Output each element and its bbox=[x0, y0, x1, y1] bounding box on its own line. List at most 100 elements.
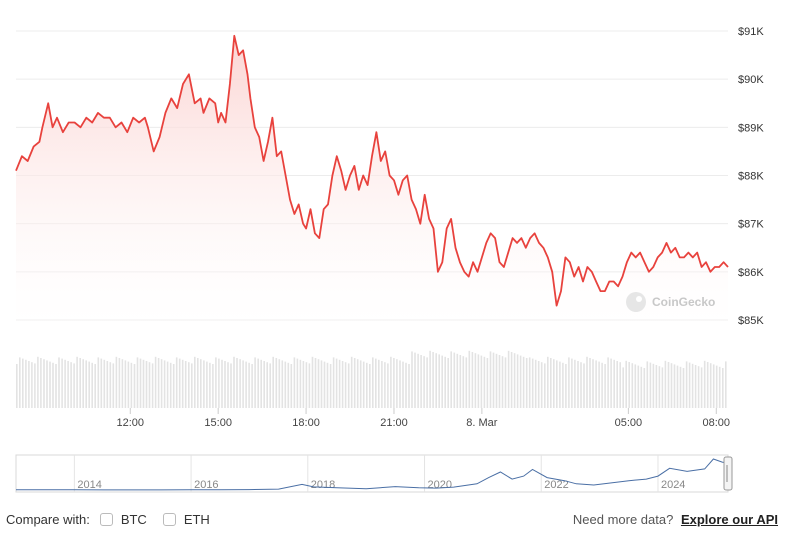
compare-with: Compare with: BTC ETH bbox=[6, 512, 226, 527]
range-navigator[interactable]: 2014 2016 2018 2020 2022 2024 bbox=[15, 454, 733, 493]
volume-bar bbox=[465, 357, 468, 408]
volume-bar bbox=[417, 353, 419, 408]
volume-bar bbox=[553, 359, 555, 408]
volume-bar bbox=[544, 363, 546, 408]
volume-bar bbox=[326, 362, 329, 408]
volume-bar bbox=[537, 361, 540, 408]
volume-bar bbox=[640, 366, 643, 408]
volume-bar bbox=[601, 362, 603, 408]
volume-bar bbox=[329, 364, 332, 408]
volume-bar bbox=[501, 356, 504, 408]
eth-checkbox[interactable] bbox=[162, 513, 176, 526]
compare-eth-option[interactable]: ETH bbox=[162, 512, 210, 527]
volume-bar bbox=[691, 363, 694, 408]
gecko-eye-icon bbox=[636, 296, 642, 302]
volume-bar bbox=[444, 356, 446, 408]
volume-bar bbox=[709, 363, 712, 408]
volume-bar bbox=[562, 362, 564, 408]
volume-bar bbox=[37, 356, 39, 408]
y-tick-label: $88K bbox=[738, 171, 764, 183]
price-chart[interactable]: $85K$86K$87K$88K$89K$90K$91K 12:00 15:00 1… bbox=[0, 0, 800, 510]
volume-bar bbox=[670, 363, 673, 408]
volume-bar bbox=[525, 358, 528, 408]
volume-bar bbox=[227, 362, 229, 408]
volume-bar bbox=[393, 358, 395, 408]
volume-bar bbox=[221, 359, 223, 408]
volume-bar bbox=[136, 357, 139, 408]
volume-bar bbox=[513, 353, 516, 408]
volume-bar bbox=[580, 362, 582, 408]
volume-bar bbox=[372, 357, 374, 408]
navigator-year-label: 2018 bbox=[311, 479, 335, 491]
volume-bar bbox=[91, 362, 93, 408]
volume-bar bbox=[73, 363, 75, 408]
volume-bar bbox=[109, 362, 112, 408]
volume-bar bbox=[61, 358, 63, 408]
y-tick-label: $86K bbox=[738, 267, 764, 279]
volume-bar bbox=[725, 361, 727, 408]
volume-bar bbox=[43, 359, 45, 408]
volume-bar bbox=[450, 351, 452, 408]
navigator-handle[interactable] bbox=[723, 456, 733, 491]
volume-bar bbox=[302, 361, 305, 408]
volume-bar bbox=[236, 358, 238, 408]
volume-bar bbox=[399, 360, 401, 408]
volume-bar bbox=[160, 359, 163, 408]
volume-bar bbox=[604, 364, 606, 408]
navigator-year-label: 2024 bbox=[661, 479, 685, 491]
volume-bar bbox=[332, 357, 335, 408]
volume-bar bbox=[697, 366, 700, 408]
volume-bar bbox=[16, 364, 18, 408]
eth-label: ETH bbox=[183, 512, 210, 527]
volume-bar bbox=[622, 367, 624, 408]
volume-bar bbox=[257, 358, 259, 408]
volume-bar bbox=[378, 359, 380, 408]
volume-bar bbox=[118, 358, 121, 408]
volume-bar bbox=[142, 359, 145, 408]
volume-bar bbox=[456, 353, 459, 408]
volume-bar bbox=[592, 359, 594, 408]
navigator-frame bbox=[15, 454, 729, 493]
compare-btc-option[interactable]: BTC bbox=[99, 512, 147, 527]
volume-bar bbox=[519, 355, 522, 408]
volume-bar bbox=[362, 361, 365, 408]
volume-bar bbox=[130, 362, 133, 408]
footer-bar: Compare with: BTC ETH Need more data? Ex… bbox=[0, 510, 800, 532]
x-tick-label: 18:00 bbox=[292, 417, 320, 429]
volume-bar bbox=[353, 358, 356, 408]
volume-bar bbox=[106, 361, 109, 408]
volume-bar bbox=[411, 351, 413, 408]
y-tick-label: $89K bbox=[738, 122, 764, 134]
volume-bar bbox=[203, 360, 205, 408]
volume-bar bbox=[169, 362, 172, 408]
volume-bar bbox=[251, 364, 253, 408]
volume-bar bbox=[175, 357, 178, 408]
volume-bar bbox=[715, 365, 718, 408]
volume-bar bbox=[290, 364, 293, 408]
volume-bar bbox=[574, 359, 576, 408]
volume-bar bbox=[22, 358, 24, 408]
explore-api-link[interactable]: Explore our API bbox=[680, 512, 778, 527]
volume-bar bbox=[124, 360, 127, 408]
volume-bar bbox=[528, 357, 531, 408]
gecko-logo-icon bbox=[626, 292, 646, 312]
volume-bar bbox=[531, 358, 534, 408]
price-area-fill bbox=[16, 35, 728, 326]
volume-bar bbox=[76, 356, 78, 408]
volume-bar bbox=[369, 364, 371, 408]
volume-bar bbox=[19, 357, 21, 408]
volume-bar bbox=[272, 356, 274, 408]
volume-bar bbox=[631, 363, 634, 408]
volume-bar bbox=[429, 350, 431, 408]
need-more-text: Need more data? bbox=[572, 512, 674, 527]
volume-bar bbox=[115, 356, 118, 408]
volume-bar bbox=[284, 361, 287, 408]
volume-bar bbox=[447, 358, 449, 408]
btc-checkbox[interactable] bbox=[99, 513, 113, 526]
need-more-data: Need more data? Explore our API bbox=[573, 512, 778, 527]
volume-bar bbox=[197, 358, 199, 408]
volume-bar bbox=[263, 361, 265, 408]
volume-bar bbox=[507, 350, 510, 408]
volume-bar bbox=[88, 361, 90, 408]
volume-bar bbox=[145, 361, 148, 408]
